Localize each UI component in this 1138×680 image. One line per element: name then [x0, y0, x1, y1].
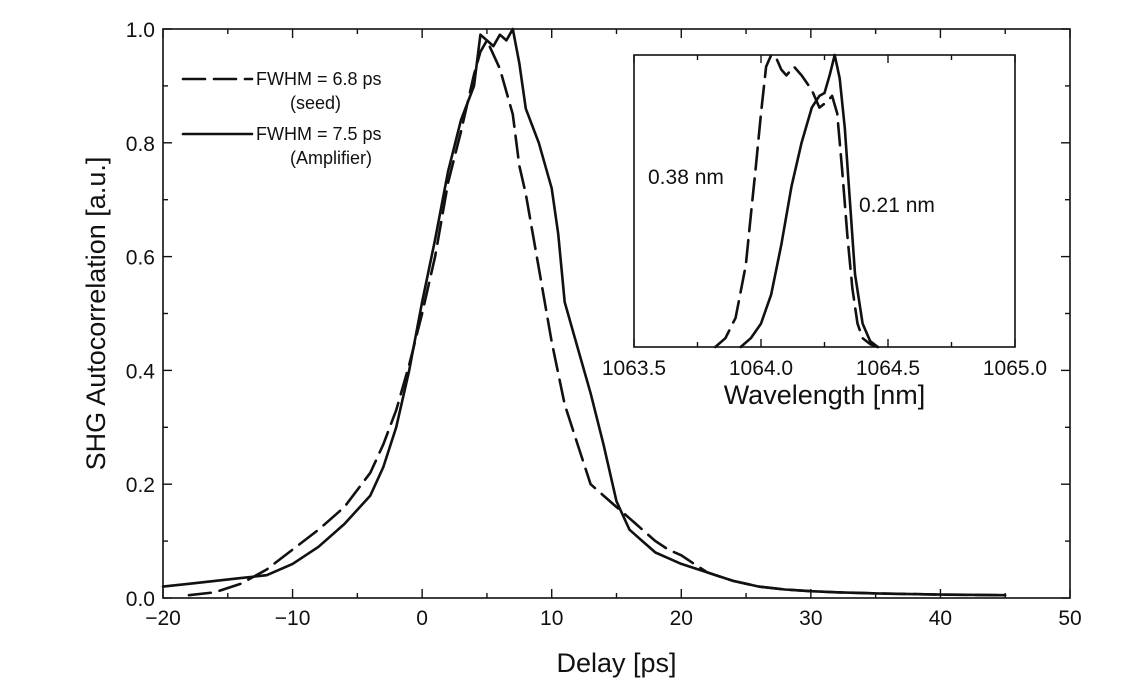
main-plot: −20 −10 0 10 20 30 40 50 0.0 0.2 0.4 0.6 0.8 1.0 Dela…	[81, 19, 1082, 678]
x-tick-label: 40	[929, 607, 952, 630]
x-tick-label: −20	[145, 607, 181, 630]
inset-ticks	[633, 55, 1016, 347]
main-series	[161, 27, 1007, 597]
inset-x-axis-title: Wavelength [nm]	[724, 380, 926, 410]
y-tick-label: 0.2	[126, 474, 155, 497]
y-axis-title: SHG Autocorrelation [a.u.]	[81, 157, 111, 471]
inset-x-tick-label: 1064.5	[856, 357, 920, 380]
inset-annotation-left: 0.38 nm	[648, 166, 724, 189]
legend-amplifier-sublabel: (Amplifier)	[290, 148, 372, 168]
x-tick-label: 30	[799, 607, 822, 630]
inset-x-tick-label: 1065.0	[983, 357, 1047, 380]
main-tick-labels: −20 −10 0 10 20 30 40 50 0.0 0.2 0.4 0.6 0.8 1.0	[126, 19, 1082, 630]
amplifier-curve	[161, 27, 1007, 597]
y-tick-label: 1.0	[126, 19, 155, 42]
inset-series	[714, 53, 880, 349]
x-tick-label: −10	[275, 607, 311, 630]
y-tick-label: 0.0	[126, 588, 155, 611]
y-tick-label: 0.8	[126, 133, 155, 156]
x-tick-label: 0	[416, 607, 428, 630]
inset-x-tick-label: 1064.0	[729, 357, 793, 380]
inset-annotation-right: 0.21 nm	[859, 194, 935, 217]
legend-amplifier-label: FWHM = 7.5 ps	[256, 124, 382, 144]
legend: FWHM = 6.8 ps (seed) FWHM = 7.5 ps (Ampl…	[181, 69, 382, 168]
y-tick-label: 0.4	[126, 360, 156, 383]
legend-seed-label: FWHM = 6.8 ps	[256, 69, 382, 89]
inset-x-tick-label: 1063.5	[602, 357, 666, 380]
y-tick-label: 0.6	[126, 247, 155, 270]
inset-background	[634, 55, 1015, 347]
inset-amplifier-spectrum	[739, 53, 880, 349]
x-tick-label: 20	[670, 607, 693, 630]
inset-seed-spectrum	[714, 53, 880, 349]
x-tick-label: 10	[540, 607, 563, 630]
inset-tick-labels: 1063.5 1064.0 1064.5 1065.0	[602, 357, 1047, 380]
x-tick-label: 50	[1058, 607, 1081, 630]
x-axis-title: Delay [ps]	[556, 648, 676, 678]
inset-plot: 1063.5 1064.0 1064.5 1065.0 0.38 nm 0.21 nm…	[602, 53, 1047, 410]
legend-seed-sublabel: (seed)	[290, 93, 341, 113]
